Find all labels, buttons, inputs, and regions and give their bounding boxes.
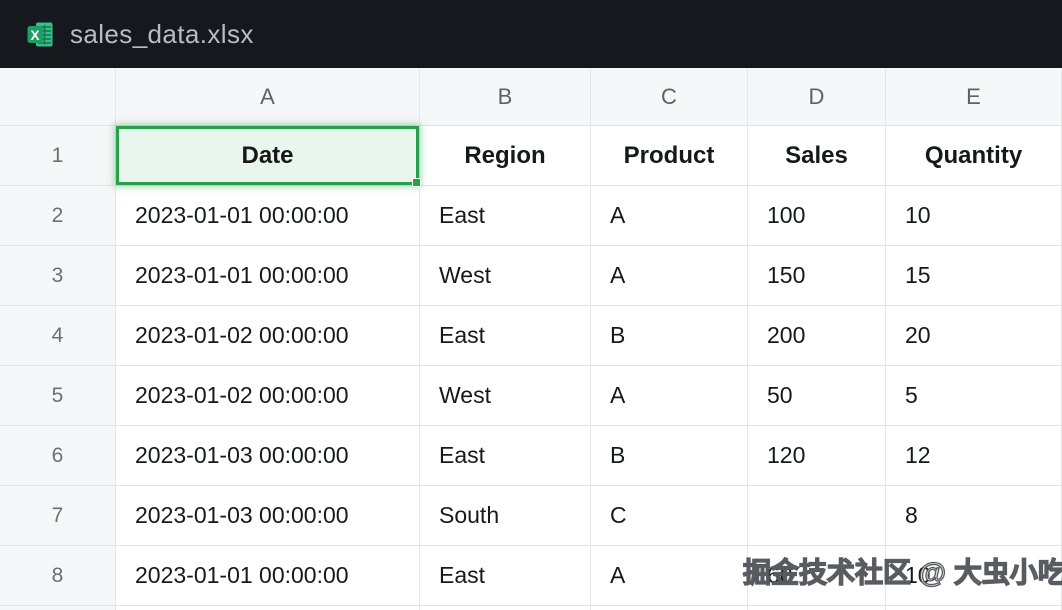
cell-C3[interactable]: A — [591, 246, 748, 306]
cell-B9[interactable] — [420, 606, 591, 610]
row-number-7[interactable]: 7 — [0, 486, 116, 546]
cell-B2[interactable]: East — [420, 186, 591, 246]
sheet-row-6: 6 2023-01-03 00:00:00 East B 120 12 — [0, 426, 1062, 486]
cell-C6[interactable]: B — [591, 426, 748, 486]
column-header-C[interactable]: C — [591, 68, 748, 126]
sheet-row-2: 2 2023-01-01 00:00:00 East A 100 10 — [0, 186, 1062, 246]
cell-E5[interactable]: 5 — [886, 366, 1062, 426]
row-number-2[interactable]: 2 — [0, 186, 116, 246]
cell-A1[interactable]: Date — [116, 126, 421, 187]
row-number-8[interactable]: 8 — [0, 546, 116, 606]
sheet-row-9-partial — [0, 606, 1062, 610]
cell-E2[interactable]: 10 — [886, 186, 1062, 246]
cell-C8[interactable]: A — [591, 546, 748, 606]
row-number-6[interactable]: 6 — [0, 426, 116, 486]
sheet-row-1: 1 Date Region Product Sales Quantity — [0, 126, 1062, 187]
column-header-A[interactable]: A — [116, 68, 420, 126]
cell-E3[interactable]: 15 — [886, 246, 1062, 306]
column-header-D[interactable]: D — [748, 68, 886, 126]
cell-B5[interactable]: West — [420, 366, 591, 426]
cell-D9[interactable] — [748, 606, 886, 610]
cell-C5[interactable]: A — [591, 366, 748, 426]
file-title: sales_data.xlsx — [70, 18, 254, 49]
cell-E6[interactable]: 12 — [886, 426, 1062, 486]
cell-B7[interactable]: South — [420, 486, 591, 546]
row-number-4[interactable]: 4 — [0, 306, 116, 366]
cell-D3[interactable]: 150 — [748, 246, 886, 306]
svg-text:X: X — [30, 28, 39, 43]
fill-handle[interactable] — [412, 178, 421, 187]
row-number-1[interactable]: 1 — [0, 126, 116, 186]
sheet-row-4: 4 2023-01-02 00:00:00 East B 200 20 — [0, 306, 1062, 366]
row-number-3[interactable]: 3 — [0, 246, 116, 306]
cell-C7[interactable]: C — [591, 486, 748, 546]
cell-A7[interactable]: 2023-01-03 00:00:00 — [116, 486, 420, 546]
cell-E1[interactable]: Quantity — [886, 126, 1062, 186]
column-header-E[interactable]: E — [886, 68, 1062, 126]
cell-B4[interactable]: East — [420, 306, 591, 366]
cell-A5[interactable]: 2023-01-02 00:00:00 — [116, 366, 420, 426]
cell-A6[interactable]: 2023-01-03 00:00:00 — [116, 426, 420, 486]
cell-B1[interactable]: Region — [420, 126, 591, 186]
cell-D5[interactable]: 50 — [748, 366, 886, 426]
selection-border — [116, 126, 421, 187]
cell-D2[interactable]: 100 — [748, 186, 886, 246]
sheet-row-8: 8 2023-01-01 00:00:00 East A 60 10 — [0, 546, 1062, 606]
corner-cell[interactable] — [0, 68, 116, 126]
cell-A2[interactable]: 2023-01-01 00:00:00 — [116, 186, 420, 246]
cell-D4[interactable]: 200 — [748, 306, 886, 366]
cell-B8[interactable]: East — [420, 546, 591, 606]
cell-A8[interactable]: 2023-01-01 00:00:00 — [116, 546, 420, 606]
cell-D6[interactable]: 120 — [748, 426, 886, 486]
cell-C9[interactable] — [591, 606, 748, 610]
column-header-B[interactable]: B — [420, 68, 591, 126]
sheet-row-7: 7 2023-01-03 00:00:00 South C 8 — [0, 486, 1062, 546]
row-number-9[interactable] — [0, 606, 116, 610]
cell-A3[interactable]: 2023-01-01 00:00:00 — [116, 246, 420, 306]
cell-E8[interactable]: 10 — [886, 546, 1062, 606]
cell-A4[interactable]: 2023-01-02 00:00:00 — [116, 306, 420, 366]
excel-file-icon: X — [27, 22, 53, 46]
cell-E9[interactable] — [886, 606, 1062, 610]
cell-C4[interactable]: B — [591, 306, 748, 366]
cell-D7[interactable] — [748, 486, 886, 546]
sheet-row-5: 5 2023-01-02 00:00:00 West A 50 5 — [0, 366, 1062, 426]
titlebar: X sales_data.xlsx — [0, 0, 1062, 68]
row-number-5[interactable]: 5 — [0, 366, 116, 426]
cell-C2[interactable]: A — [591, 186, 748, 246]
sheet-row-3: 3 2023-01-01 00:00:00 West A 150 15 — [0, 246, 1062, 306]
cell-B3[interactable]: West — [420, 246, 591, 306]
cell-A9[interactable] — [116, 606, 420, 610]
cell-B6[interactable]: East — [420, 426, 591, 486]
cell-E7[interactable]: 8 — [886, 486, 1062, 546]
cell-D1[interactable]: Sales — [748, 126, 886, 186]
cell-C1[interactable]: Product — [591, 126, 748, 186]
cell-D8[interactable]: 60 — [748, 546, 886, 606]
cell-E4[interactable]: 20 — [886, 306, 1062, 366]
